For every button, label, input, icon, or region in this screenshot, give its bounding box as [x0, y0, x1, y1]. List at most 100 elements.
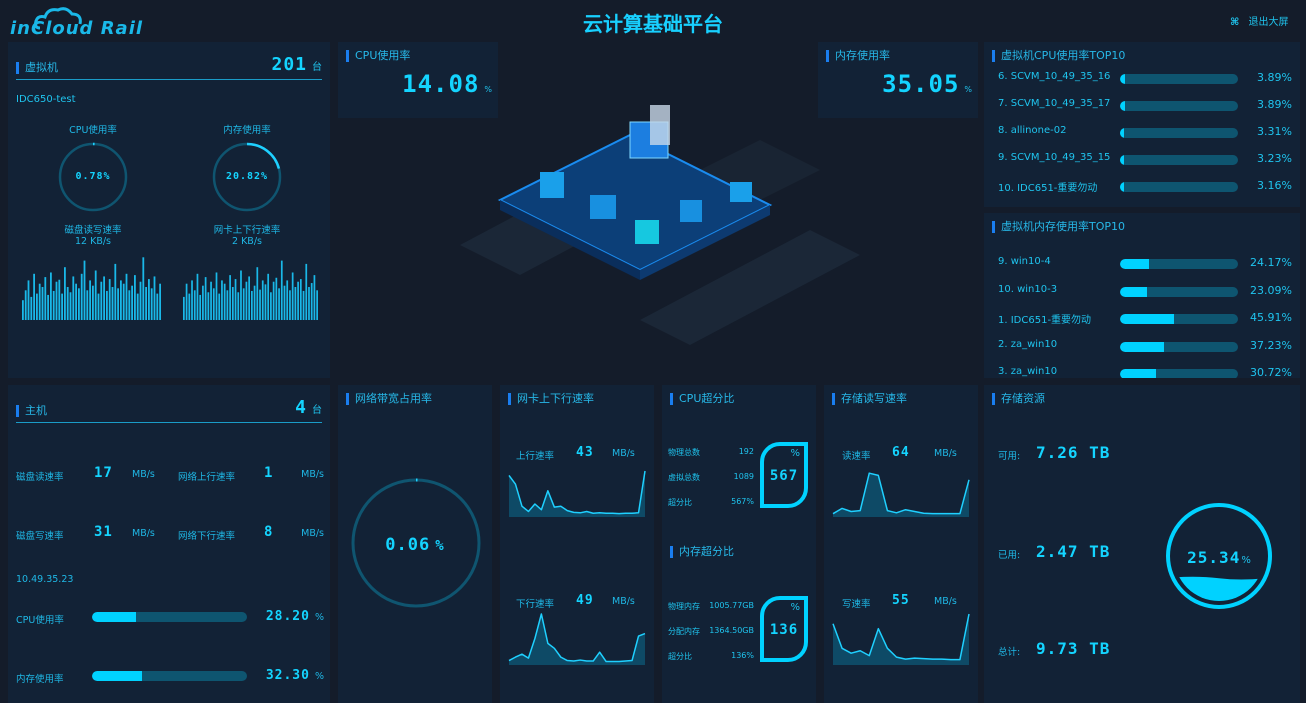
spark-bar — [33, 273, 35, 320]
list-item[interactable]: 9. win10-4 24.17% — [984, 256, 1300, 272]
host-mem-bar — [92, 671, 247, 681]
vm-mem-value: 20.82% — [225, 171, 269, 182]
spark-bar — [316, 290, 318, 320]
exit-fullscreen-button[interactable]: ⌘ 退出大屏 — [1230, 13, 1288, 28]
spark-bar — [134, 275, 136, 320]
stat-row: 虚拟总数 1089 — [662, 472, 816, 488]
top-mem-panel: 虚拟机内存使用率TOP10 9. win10-4 24.17% 10. win1… — [984, 213, 1300, 378]
spark-bar — [52, 290, 55, 320]
spark-bar — [256, 267, 259, 320]
exit-fullscreen-icon: ⌘ — [1230, 17, 1240, 28]
item-label: 7. SCVM_10_49_35_17 — [998, 98, 1111, 109]
spark-bar — [97, 293, 100, 320]
nic-up-chart — [508, 470, 646, 517]
spark-bar — [55, 281, 58, 320]
spark-bar — [234, 279, 237, 320]
spark-bar — [111, 287, 114, 320]
spark-bar — [100, 281, 103, 320]
spark-bar — [156, 293, 159, 320]
disk-read-label: 磁盘读速率 — [16, 472, 64, 483]
disk-read-value: 17 — [94, 465, 113, 481]
list-item[interactable]: 7. SCVM_10_49_35_17 3.89% — [984, 98, 1300, 114]
host-cpu-unit: % — [314, 612, 324, 623]
spark-bar — [310, 283, 313, 320]
host-panel: 主机 4 台 磁盘读速率 17 MB/s 网络上行速率 1 MB/s 磁盘写速率… — [8, 385, 330, 703]
vm-count: 201 — [271, 54, 307, 75]
item-label: 2. za_win10 — [998, 338, 1058, 350]
list-item[interactable]: 1. IDC651-重要勿动 45.91% — [984, 311, 1300, 327]
read-value: 64 — [892, 445, 910, 460]
spark-bar — [145, 287, 147, 320]
page-title: 云计算基础平台 — [583, 12, 723, 36]
nic-down-unit: MB/s — [612, 596, 635, 607]
item-value: 3.23% — [1257, 152, 1292, 165]
list-item[interactable]: 10. IDC651-重要勿动 3.16% — [984, 179, 1300, 195]
host-cpu-bar — [92, 612, 247, 622]
gauge-ring — [1166, 503, 1272, 609]
spark-bar — [231, 287, 234, 320]
vm-name: IDC650-test — [16, 94, 76, 105]
read-chart — [832, 472, 970, 517]
list-item[interactable]: 3. za_win10 30.72% — [984, 366, 1300, 378]
spark-bar — [267, 273, 270, 320]
nic-down-label: 下行速率 — [516, 599, 555, 610]
list-item[interactable]: 8. allinone-02 3.31% — [984, 125, 1300, 141]
spark-bar — [50, 272, 52, 320]
item-bar — [1120, 101, 1238, 111]
spark-bar — [202, 285, 204, 320]
used-label: 已用: — [998, 550, 1021, 561]
net-down-label: 网络下行速率 — [178, 531, 236, 542]
bandwidth-panel: 网络带宽占用率 0.06 % — [338, 385, 492, 703]
spark-bar — [122, 283, 125, 320]
logo-text: inCloud Rail — [10, 18, 144, 39]
item-bar — [1120, 128, 1238, 138]
total-value: 9.73 TB — [1036, 639, 1111, 658]
spark-bar — [210, 281, 212, 320]
top-mem-title: 虚拟机内存使用率TOP10 — [992, 221, 1125, 233]
vm-mem-label: 内存使用率 — [223, 125, 271, 136]
stat-row: 超分比 136% — [662, 651, 816, 667]
storage-pct-unit: % — [1241, 555, 1251, 566]
storage-rate-panel: 存储读写速率 读速率 64 MB/s 写速率 55 MB/s — [824, 385, 978, 703]
host-cpu-label: CPU使用率 — [16, 615, 64, 626]
item-bar — [1120, 286, 1238, 297]
vm-cpu-value: 0.78% — [75, 171, 111, 182]
stat-label: 物理总数 — [668, 448, 700, 457]
spark-bar — [44, 277, 47, 320]
area-line — [508, 613, 646, 663]
item-bar — [1120, 314, 1238, 324]
spark-bar — [223, 283, 226, 320]
spark-bar — [36, 293, 38, 320]
stat-value: 1364.50GB — [709, 626, 754, 635]
list-item[interactable]: 9. SCVM_10_49_35_15 3.23% — [984, 152, 1300, 168]
spark-bar — [89, 280, 91, 320]
spark-bar — [199, 294, 202, 320]
list-item[interactable]: 2. za_win10 37.23% — [984, 339, 1300, 355]
bandwidth-gauge — [351, 478, 481, 608]
host-cpu-value: 28.20 — [265, 609, 310, 624]
spark-bar — [183, 296, 185, 320]
spark-bar — [30, 296, 33, 320]
spark-bar — [278, 288, 280, 320]
storage-rate-title: 存储读写速率 — [832, 393, 907, 405]
spark-bar — [159, 283, 161, 320]
vm-nic-label: 网卡上下行速率 — [213, 225, 281, 236]
nic-panel: 网卡上下行速率 上行速率 43 MB/s 下行速率 49 MB/s — [500, 385, 654, 703]
spark-bar — [215, 272, 218, 320]
spark-bar — [153, 276, 156, 320]
list-item[interactable]: 10. win10-3 23.09% — [984, 284, 1300, 300]
used-value: 2.47 TB — [1036, 542, 1111, 561]
cpu-usage-title: CPU使用率 — [346, 50, 410, 62]
spark-bar — [299, 279, 302, 320]
item-label: 9. win10-4 — [998, 256, 1051, 267]
stat-label: 虚拟总数 — [668, 473, 700, 482]
ratio-badge-value: 567 — [769, 468, 799, 484]
list-item[interactable]: 6. SCVM_10_49_35_16 3.89% — [984, 71, 1300, 87]
spark-bar — [289, 290, 291, 320]
nic-up-label: 上行速率 — [516, 451, 555, 462]
item-bar — [1120, 182, 1238, 192]
nic-up-value: 43 — [576, 445, 594, 460]
item-value: 3.16% — [1257, 179, 1292, 192]
item-value: 24.17% — [1250, 256, 1292, 269]
net-up-value: 1 — [264, 465, 274, 481]
